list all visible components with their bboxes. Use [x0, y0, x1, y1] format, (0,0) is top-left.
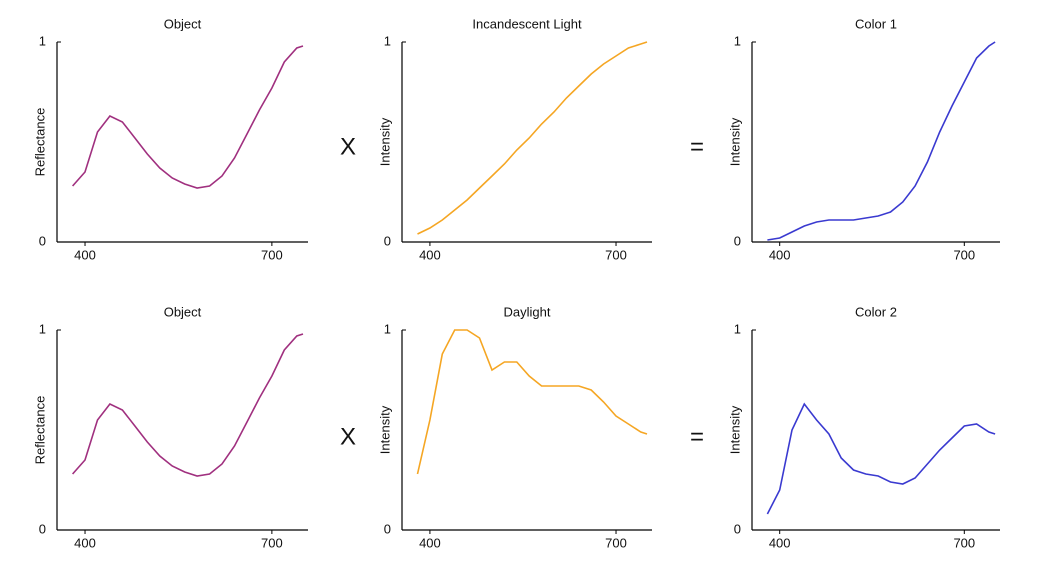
operator: X	[340, 133, 356, 160]
y-tick-label: 0	[734, 233, 741, 248]
operator: =	[690, 423, 704, 450]
y-tick-label: 1	[734, 33, 741, 48]
spectrum-line	[416, 329, 648, 475]
y-axis-label: Intensity	[727, 117, 742, 166]
x-tick-label: 400	[419, 535, 441, 550]
x-tick-label: 400	[769, 535, 791, 550]
spectrum-line	[767, 41, 996, 241]
spectrum-line	[72, 45, 304, 189]
y-axis-label: Reflectance	[32, 108, 47, 177]
spectrum-line	[766, 402, 996, 515]
x-tick-label: 700	[261, 535, 283, 550]
chart-title: Color 1	[855, 16, 897, 31]
operator: =	[690, 133, 704, 160]
chart-title: Object	[164, 304, 202, 319]
x-tick-label: 700	[953, 535, 975, 550]
x-tick-label: 700	[605, 535, 627, 550]
y-tick-label: 1	[384, 33, 391, 48]
chart-title: Incandescent Light	[472, 16, 582, 31]
y-tick-label: 0	[39, 233, 46, 248]
x-tick-label: 700	[605, 247, 627, 262]
y-tick-label: 0	[734, 521, 741, 536]
chart-title: Object	[164, 16, 202, 31]
y-tick-label: 1	[39, 33, 46, 48]
y-tick-label: 0	[384, 521, 391, 536]
y-axis-label: Reflectance	[32, 396, 47, 465]
y-axis-label: Intensity	[377, 117, 392, 166]
y-tick-label: 1	[734, 321, 741, 336]
x-tick-label: 400	[769, 247, 791, 262]
chart-title: Daylight	[504, 304, 551, 319]
x-tick-label: 400	[74, 247, 96, 262]
y-tick-label: 0	[39, 521, 46, 536]
y-axis-label: Intensity	[377, 405, 392, 454]
y-axis-label: Intensity	[727, 405, 742, 454]
x-tick-label: 400	[419, 247, 441, 262]
operator: X	[340, 423, 356, 450]
spectrum-line	[417, 41, 648, 235]
spectrum-line	[72, 333, 304, 477]
x-tick-label: 700	[953, 247, 975, 262]
x-tick-label: 700	[261, 247, 283, 262]
x-tick-label: 400	[74, 535, 96, 550]
chart-title: Color 2	[855, 304, 897, 319]
y-tick-label: 0	[384, 233, 391, 248]
y-tick-label: 1	[384, 321, 391, 336]
y-tick-label: 1	[39, 321, 46, 336]
